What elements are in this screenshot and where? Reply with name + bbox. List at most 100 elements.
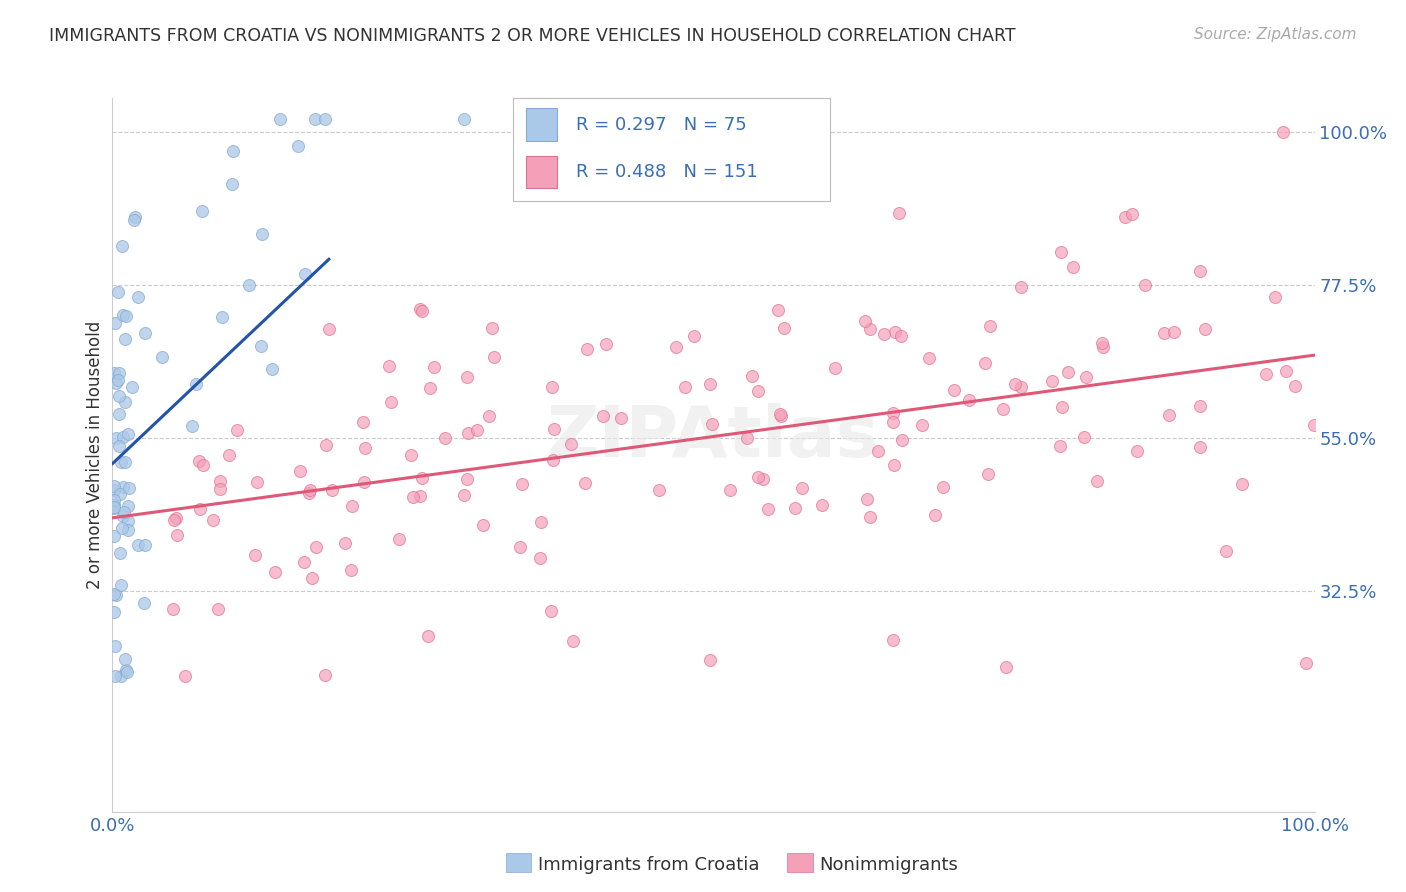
Point [541,452,564,467]
Point [117,499,139,513]
Point [103,483,125,497]
Point [543,422,565,436]
Point [294,555,316,569]
Point [218,448,240,462]
Point [993,402,1015,417]
Point [401,448,423,462]
Point [111,308,134,322]
Point [1230,476,1253,491]
Point [1073,430,1095,444]
Point [110,521,132,535]
Point [111,429,134,443]
Point [562,634,585,648]
Point [352,415,374,429]
Text: R = 0.488   N = 151: R = 0.488 N = 151 [576,163,758,181]
Point [288,464,311,478]
Point [108,546,131,560]
Point [699,377,721,392]
Point [191,204,214,219]
Point [122,213,145,227]
Point [540,379,562,393]
Point [529,551,551,566]
Point [883,458,905,472]
Point [1126,444,1149,458]
Point [773,321,796,335]
Point [741,369,763,384]
Point [785,500,807,515]
Point [305,540,328,554]
Point [477,409,499,424]
Point [530,515,553,529]
Point [211,310,233,324]
Point [111,480,134,494]
Point [1091,340,1114,354]
Point [340,499,363,513]
Point [191,458,214,472]
Point [108,388,131,402]
Point [1133,277,1156,292]
Point [1194,321,1216,335]
Point [1275,364,1298,378]
Point [114,395,136,409]
Point [124,210,146,224]
Point [482,351,505,365]
Point [1049,439,1071,453]
Point [353,475,375,490]
Point [976,467,998,482]
Point [188,454,211,468]
Point [304,112,326,126]
Point [243,549,266,563]
Point [1004,376,1026,391]
Point [294,267,316,281]
Point [221,177,243,191]
Point [162,601,184,615]
Point [207,602,229,616]
Point [163,513,186,527]
Point [751,472,773,486]
Point [112,505,135,519]
Point [208,474,231,488]
Point [1215,543,1237,558]
Point [117,426,139,441]
Bar [526,155,557,188]
Point [188,502,211,516]
Point [333,536,356,550]
Point [770,409,793,423]
Point [103,500,125,515]
Point [134,326,156,340]
Point [433,431,456,445]
Point [979,319,1001,334]
Point [882,632,904,647]
Point [824,361,846,376]
Point [1189,399,1212,413]
Point [540,604,562,618]
Point [1256,367,1278,381]
Point [181,419,204,434]
Point [811,499,834,513]
Point [995,660,1018,674]
Point [416,629,439,643]
Point [595,336,617,351]
Point [887,205,910,219]
Point [866,444,889,458]
Point [457,426,479,441]
Point [419,381,441,395]
Point [111,239,134,253]
Point [924,508,946,523]
Point [1114,211,1136,225]
Point [117,523,139,537]
Point [932,480,955,494]
Point [1121,207,1143,221]
Point [1188,264,1211,278]
Point [1159,408,1181,422]
Text: Immigrants from Croatia: Immigrants from Croatia [538,856,761,874]
Point [110,669,132,683]
Point [859,322,882,336]
Point [250,227,273,241]
Point [107,367,129,381]
Point [853,313,876,327]
Point [107,285,129,299]
Point [1074,369,1097,384]
Point [1050,400,1073,414]
Point [104,639,127,653]
